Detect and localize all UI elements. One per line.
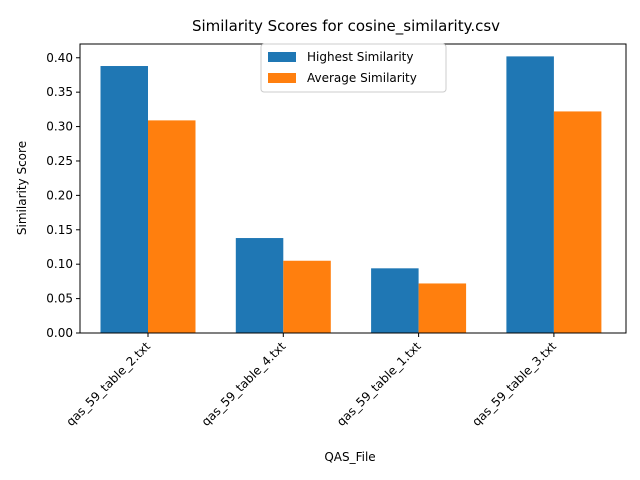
bars-group [100, 56, 602, 334]
x-axis-label: QAS_File [324, 450, 375, 464]
legend-box [260, 43, 447, 93]
y-tick-label: 0.30 [46, 120, 73, 134]
bar-average-4 [553, 111, 602, 333]
y-tick-label: 0.20 [46, 188, 73, 202]
y-tick-label: 0.00 [46, 326, 73, 340]
bar-average-2 [283, 260, 331, 333]
y-axis: 0.00 0.05 0.10 0.15 0.20 0.25 0.30 0.35 0.40 [46, 51, 80, 340]
y-tick-label: 0.10 [46, 257, 73, 271]
y-tick-label: 0.25 [46, 154, 73, 168]
bar-average-3 [418, 283, 467, 333]
legend-swatch-average [268, 73, 296, 83]
bar-highest-1 [100, 66, 148, 334]
y-tick-label: 0.35 [46, 85, 73, 99]
bar-highest-4 [506, 56, 554, 334]
y-tick-label: 0.15 [46, 223, 73, 237]
bar-highest-2 [235, 238, 284, 333]
y-tick-label: 0.05 [46, 292, 73, 306]
bar-highest-3 [371, 268, 419, 333]
legend-swatch-highest [268, 52, 296, 62]
legend-label-average: Average Similarity [307, 71, 417, 85]
y-tick-label: 0.40 [46, 51, 73, 65]
y-axis-label: Similarity Score [15, 141, 29, 235]
legend: Highest Similarity Average Similarity [260, 43, 447, 93]
chart-title: Similarity Scores for cosine_similarity.… [192, 17, 500, 36]
legend-label-highest: Highest Similarity [307, 50, 413, 64]
bar-average-1 [148, 120, 196, 333]
